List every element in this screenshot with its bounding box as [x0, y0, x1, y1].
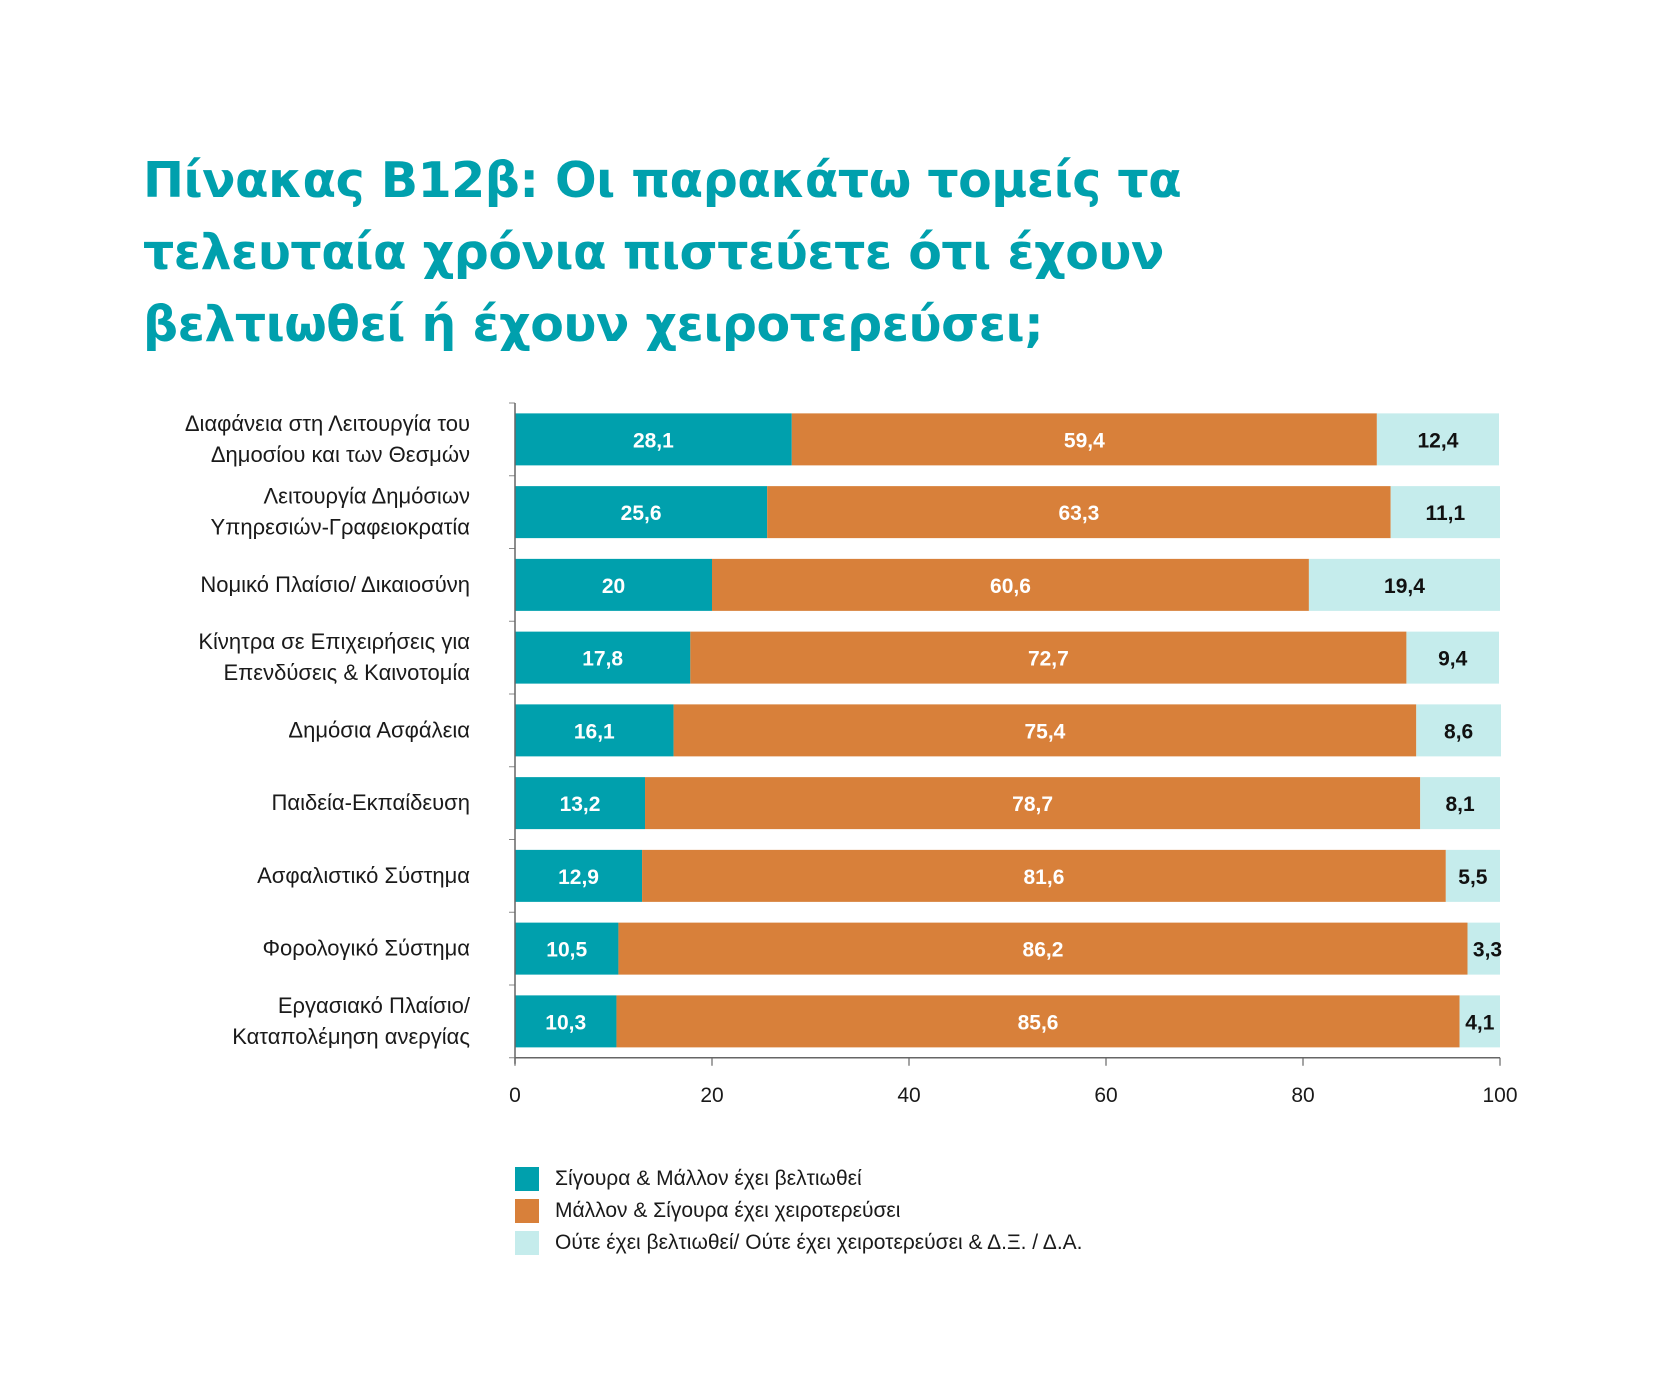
bar-segment	[1390, 486, 1500, 539]
x-tick-label: 80	[1291, 1084, 1314, 1107]
bar-segment	[712, 558, 1309, 611]
data-label: 20	[602, 575, 625, 598]
x-tick-label: 60	[1094, 1084, 1117, 1107]
data-label: 60,6	[990, 575, 1031, 598]
bar-segment	[1406, 631, 1500, 684]
bar-segment	[515, 413, 792, 466]
bar-segment	[1420, 777, 1500, 830]
bar-segment	[645, 777, 1421, 830]
legend-swatch-worsened	[515, 1199, 539, 1223]
title-line-3: βελτιωθεί ή έχουν χειροτερεύσει;	[143, 296, 1044, 353]
data-label: 81,6	[1024, 866, 1065, 889]
data-label: 8,6	[1444, 720, 1473, 743]
data-label: 10,5	[546, 939, 587, 962]
bar-segment	[515, 995, 617, 1048]
bar-segment	[515, 558, 712, 611]
data-label: 13,2	[560, 793, 601, 816]
data-label: 72,7	[1028, 648, 1069, 671]
bar-segment	[515, 631, 691, 684]
title-line-1: Πίνακας Β12β: Οι παρακάτω τομείς τα	[143, 152, 1182, 209]
category-label: Εργασιακό Πλαίσιο/	[278, 993, 471, 1018]
bar-segment	[642, 849, 1446, 902]
x-tick-label: 20	[700, 1084, 723, 1107]
category-label: Επενδύσεις & Καινοτομία	[223, 660, 470, 685]
data-label: 19,4	[1384, 575, 1425, 598]
category-label: Φορολογικό Σύστημα	[262, 936, 470, 961]
data-label: 9,4	[1438, 648, 1468, 671]
category-label: Παιδεία-Εκπαίδευση	[271, 790, 470, 815]
stacked-bar-chart: 28,1 59,4 12,4 Διαφάνεια στη Λειτουργία του…	[185, 402, 1518, 1107]
bar-segment	[515, 486, 768, 539]
x-tick-label: 40	[897, 1084, 920, 1107]
bar-segment	[515, 777, 646, 830]
bar-segment	[1416, 704, 1501, 757]
legend-label-neither: Ούτε έχει βελτιωθεί/ Ούτε έχει χειροτερε…	[555, 1231, 1083, 1254]
category-label: Δημοσίου και των Θεσμών	[211, 442, 470, 467]
data-label: 78,7	[1012, 793, 1053, 816]
category-label: Δημόσια Ασφάλεια	[288, 717, 470, 742]
legend-swatch-neither	[515, 1231, 539, 1255]
bar-segment	[690, 631, 1407, 684]
data-label: 8,1	[1446, 793, 1476, 816]
title-line-2: τελευταία χρόνια πιστεύετε ότι έχουν	[143, 224, 1164, 281]
category-label: Ασφαλιστικό Σύστημα	[257, 863, 470, 888]
legend-item-worsened: Μάλλον & Σίγουρα έχει χειροτερεύσει	[515, 1195, 1083, 1227]
data-label: 85,6	[1018, 1011, 1059, 1034]
data-label: 16,1	[574, 720, 615, 743]
bar-segment	[1445, 849, 1500, 902]
category-label: Νομικό Πλαίσιο/ Δικαιοσύνη	[200, 572, 470, 597]
data-label: 11,1	[1425, 502, 1465, 525]
chart-title: Πίνακας Β12β: Οι παρακάτω τομείς τα τελε…	[143, 145, 1182, 361]
bar-segment	[515, 922, 619, 975]
data-label: 12,4	[1418, 429, 1459, 452]
bar-segment	[1308, 558, 1500, 611]
category-label: Υπηρεσιών-Γραφειοκρατία	[211, 515, 471, 540]
legend-swatch-improved	[515, 1167, 539, 1191]
data-label: 28,1	[633, 429, 674, 452]
bar-segment	[515, 849, 643, 902]
category-label: Διαφάνεια στη Λειτουργία του	[185, 411, 470, 436]
legend-item-neither: Ούτε έχει βελτιωθεί/ Ούτε έχει χειροτερε…	[515, 1227, 1083, 1259]
bar-segment	[673, 704, 1417, 757]
bar-segment	[1467, 922, 1500, 975]
x-tick-label: 0	[509, 1084, 521, 1107]
data-label: 5,5	[1458, 866, 1488, 889]
category-label: Λειτουργία Δημόσιων	[263, 484, 470, 509]
bar-segment	[515, 704, 674, 757]
category-label: Κίνητρα σε Επιχειρήσεις για	[198, 629, 470, 654]
bar-segment	[791, 413, 1377, 466]
data-label: 25,6	[621, 502, 662, 525]
bar-segment	[1459, 995, 1500, 1048]
data-label: 3,3	[1473, 939, 1502, 962]
legend: Σίγουρα & Μάλλον έχει βελτιωθεί Μάλλον &…	[515, 1163, 1083, 1259]
data-label: 59,4	[1064, 429, 1105, 452]
data-label: 86,2	[1023, 939, 1064, 962]
legend-label-worsened: Μάλλον & Σίγουρα έχει χειροτερεύσει	[555, 1199, 901, 1222]
bar-segment	[616, 995, 1460, 1048]
legend-label-improved: Σίγουρα & Μάλλον έχει βελτιωθεί	[555, 1167, 862, 1190]
data-label: 10,3	[545, 1011, 586, 1034]
x-tick-label: 100	[1482, 1084, 1517, 1107]
bar-segment	[618, 922, 1468, 975]
data-label: 4,1	[1465, 1011, 1495, 1034]
data-label: 17,8	[582, 648, 623, 671]
category-label: Καταπολέμηση ανεργίας	[232, 1024, 470, 1049]
bar-segment	[1376, 413, 1500, 466]
bar-segment	[767, 486, 1391, 539]
data-label: 12,9	[558, 866, 599, 889]
legend-item-improved: Σίγουρα & Μάλλον έχει βελτιωθεί	[515, 1163, 1083, 1195]
data-label: 63,3	[1058, 502, 1099, 525]
data-label: 75,4	[1024, 720, 1065, 743]
